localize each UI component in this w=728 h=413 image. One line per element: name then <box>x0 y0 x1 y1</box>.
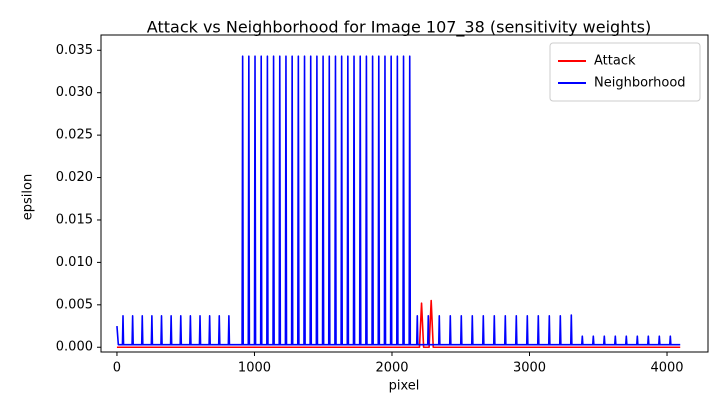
y-axis-label: epsilon <box>21 174 36 220</box>
x-tick-label: 0 <box>113 361 121 376</box>
x-tick-label: 4000 <box>650 361 683 376</box>
line-series <box>116 299 681 349</box>
y-tick-label: 0.005 <box>56 297 93 312</box>
chart-title: Attack vs Neighborhood for Image 107_38 … <box>147 18 651 38</box>
y-tick-label: 0.030 <box>56 85 93 100</box>
legend-box <box>549 42 701 102</box>
plot-frame <box>100 34 709 353</box>
y-tick-label: 0.010 <box>56 255 93 270</box>
legend: Attack Neighborhood <box>549 42 701 102</box>
x-axis-label: pixel <box>389 379 420 394</box>
y-tick-label: 0.035 <box>56 43 93 58</box>
y-tick-label: 0.000 <box>56 340 93 355</box>
y-tick-label: 0.025 <box>56 128 93 143</box>
x-tick-label: 2000 <box>375 361 408 376</box>
legend-label: Neighborhood <box>594 76 686 91</box>
plot-area <box>116 55 681 349</box>
x-tick-label: 3000 <box>513 361 546 376</box>
y-tick-label: 0.020 <box>56 170 93 185</box>
legend-label: Attack <box>594 54 636 69</box>
y-tick-label: 0.015 <box>56 212 93 227</box>
x-tick-label: 1000 <box>238 361 271 376</box>
line-series <box>116 55 681 346</box>
